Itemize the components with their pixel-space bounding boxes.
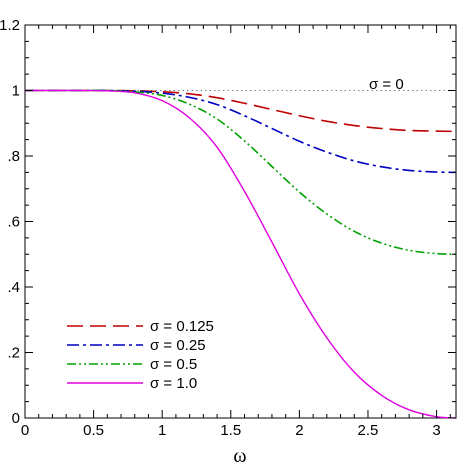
series-line-4 [24,89,457,419]
legend-label-1: σ = 0.125 [150,318,214,335]
y-tick-label: 1.2 [0,17,20,34]
y-tick-label: .2 [7,345,20,362]
x-tick-label: 2 [295,422,303,439]
legend-label-2: σ = 0.25 [150,337,206,354]
x-tick-label: 0.5 [83,422,104,439]
y-tick-label: .4 [7,279,20,296]
x-tick-label: 3 [432,422,440,439]
y-tick-label: .6 [7,214,20,231]
series-line-3 [24,89,457,256]
x-tick-label: 2.5 [358,422,379,439]
x-tick-label: 1 [158,422,166,439]
y-tick-label: 1 [12,83,20,100]
axes-layer: 0 0.5 1 1.5 2 2.5 3 0 .2 .4 .6 .8 1 1.2 [0,17,456,439]
legend-label-3: σ = 0.5 [150,356,197,373]
y-tick-label: 0 [12,410,20,427]
x-axis-title: ω [233,445,246,467]
x-tick-label: 1.5 [220,422,241,439]
series-layer [24,89,457,419]
sigma-zero-annotation: σ = 0 [369,76,404,93]
y-tick-label: .8 [7,148,20,165]
legend: σ = 0.125 σ = 0.25 σ = 0.5 σ = 1.0 [67,318,214,392]
legend-label-4: σ = 1.0 [150,375,197,392]
x-tick-label: 0 [21,422,29,439]
series-line-1 [24,89,457,133]
